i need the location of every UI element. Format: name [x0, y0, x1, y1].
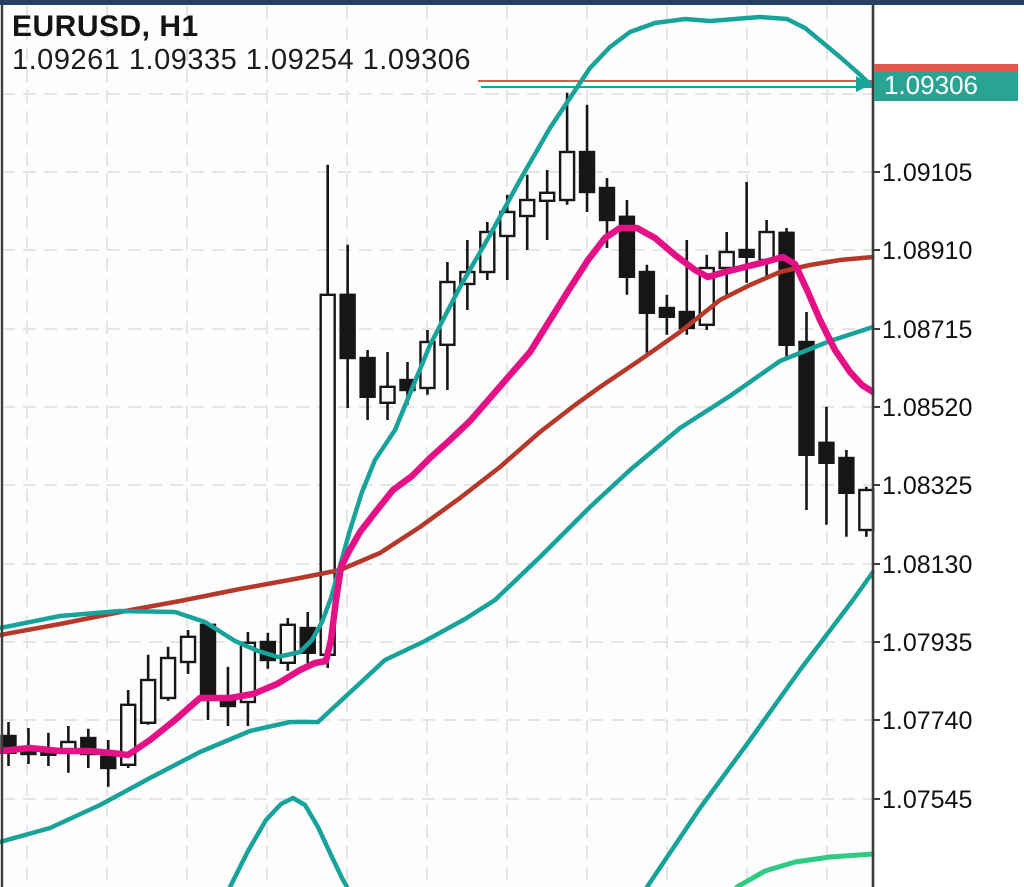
candle-body-bull	[858, 488, 875, 532]
candle-body-bull	[499, 210, 516, 238]
candle-body-bear	[199, 623, 217, 700]
candle-body-bull	[159, 656, 177, 700]
candle-body-bear	[778, 231, 795, 347]
candle-body-bear	[638, 270, 656, 314]
indicator-line-bollinger-upper	[0, 14, 873, 660]
candle-body-bear	[658, 306, 676, 319]
candle-body-bear	[798, 340, 815, 457]
candle-body-bear	[598, 186, 616, 222]
indicator-line-bollinger-middle	[0, 324, 876, 845]
axis-price-label: 1.08715	[882, 316, 972, 344]
candle-body-bear	[339, 293, 356, 360]
axis-price-label: 1.08910	[882, 237, 972, 265]
candle-body-bull	[239, 641, 257, 704]
current-price-badge	[874, 72, 1018, 101]
indicator-line-bollinger-lower-right	[644, 569, 876, 887]
axis-price-label: 1.08325	[882, 472, 972, 500]
candle-body-bull	[538, 191, 556, 203]
price-axis-panel	[874, 0, 1024, 887]
candle-body-bull	[179, 635, 197, 664]
axis-price-label: 1.07545	[882, 786, 972, 814]
candle-body-bull	[519, 198, 536, 218]
current-price-text: 1.09306	[884, 70, 978, 100]
indicator-line-bollinger-lower-left	[227, 795, 350, 887]
candle-body-bear	[359, 356, 376, 398]
band-end-arrow-icon	[856, 76, 871, 92]
candle-body-bear	[838, 456, 855, 494]
axis-price-label: 1.08130	[882, 551, 972, 579]
top-strip	[0, 0, 1024, 5]
badge-red-strip	[874, 64, 1018, 72]
axis-price-label: 1.08520	[882, 394, 972, 422]
candle-body-bear	[738, 248, 755, 259]
axis-price-label: 1.07740	[882, 707, 972, 735]
axis-price-label: 1.09105	[882, 159, 972, 187]
candle-body-bear	[578, 150, 596, 194]
candle-body-bear	[818, 441, 835, 464]
candle-body-bear	[100, 755, 117, 770]
candle-body-bull	[558, 150, 576, 202]
indicator-line-magenta-ma	[0, 224, 877, 759]
candle-body-bull	[758, 230, 775, 262]
candle-body-bull	[379, 385, 396, 404]
indicator-line-green-ma	[734, 851, 876, 887]
candle-body-bull	[718, 250, 735, 270]
candle-body-bull	[139, 678, 157, 724]
axis-price-label: 1.07935	[882, 629, 972, 657]
indicator-line-dark-red-ma	[0, 254, 876, 638]
candle-body-bear	[618, 215, 636, 279]
